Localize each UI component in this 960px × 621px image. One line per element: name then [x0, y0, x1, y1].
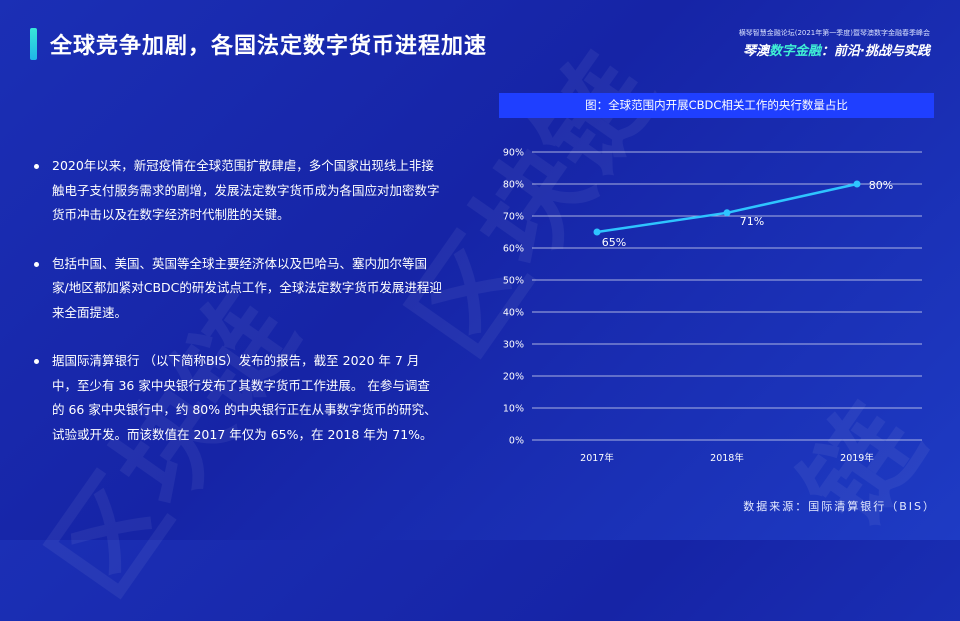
bullet-list: 2020年以来，新冠疫情在全球范围扩散肆虐，多个国家出现线上非接触电子支付服务需…	[32, 154, 442, 471]
y-tick-label: 10%	[503, 404, 524, 415]
bullet-item: 据国际清算银行 （以下简称BIS）发布的报告，截至 2020 年 7 月中，至少…	[32, 349, 442, 447]
bullet-dot	[34, 261, 39, 267]
y-tick-label: 20%	[503, 372, 524, 383]
event-logo: 横琴智慧金融论坛(2021年第一季度)暨琴澳数字金融春季峰会 琴澳数字金融：前沿…	[739, 28, 930, 59]
bullet-dot	[34, 359, 39, 364]
y-tick-label: 0%	[509, 436, 524, 447]
page-title: 全球竞争加剧，各国法定数字货币进程加速	[50, 34, 488, 59]
series-line	[596, 182, 858, 234]
bullet-item: 包括中国、美国、英国等全球主要经济体以及巴哈马、塞内加尔等国家/地区都加紧对CB…	[32, 252, 442, 326]
bullet-item: 2020年以来，新冠疫情在全球范围扩散肆虐，多个国家出现线上非接触电子支付服务需…	[32, 154, 442, 228]
y-tick-label: 60%	[503, 244, 524, 255]
bullet-dot	[34, 164, 39, 169]
data-point	[723, 209, 731, 217]
y-tick-label: 30%	[503, 340, 524, 351]
y-tick-label: 40%	[503, 308, 524, 319]
data-point	[853, 180, 861, 188]
event-subtitle: 横琴智慧金融论坛(2021年第一季度)暨琴澳数字金融春季峰会	[738, 29, 930, 37]
x-tick-label: 2017年	[580, 452, 614, 464]
bullet-text: 2020年以来，新冠疫情在全球范围扩散肆虐，多个国家出现线上非接触电子支付服务需…	[52, 158, 440, 222]
line-chart: 0% 10% 20% 30% 40% 50% 60% 70% 80% 90% 2017年 2018年 2…	[503, 148, 922, 464]
data-label: 80%	[869, 179, 893, 192]
y-tick-label: 80%	[503, 180, 524, 191]
event-title-suffix: ：前沿·挑战与实践	[821, 44, 930, 59]
x-tick-label: 2018年	[710, 452, 744, 464]
data-label: 65%	[602, 236, 626, 249]
event-title: 琴澳数字金融：前沿·挑战与实践	[739, 40, 930, 59]
title-accent-bar	[30, 28, 37, 60]
x-tick-label: 2019年	[840, 452, 874, 464]
bullet-text: 包括中国、美国、英国等全球主要经济体以及巴哈马、塞内加尔等国家/地区都加紧对CB…	[52, 255, 442, 320]
data-point	[593, 228, 601, 236]
event-title-highlight: 数字金融	[769, 44, 822, 59]
data-source: 数据来源：国际清算银行（BIS）	[743, 500, 936, 513]
bullet-text: 据国际清算银行 （以下简称BIS）发布的报告，截至 2020 年 7 月中，至少…	[52, 353, 437, 442]
data-label: 71%	[740, 215, 764, 228]
chart-title: 图：全球范围内开展CBDC相关工作的央行数量占比	[499, 93, 934, 118]
y-tick-label: 50%	[503, 276, 524, 287]
event-title-prefix: 琴澳	[743, 44, 770, 59]
y-tick-label: 90%	[503, 148, 524, 159]
y-tick-label: 70%	[503, 212, 524, 223]
